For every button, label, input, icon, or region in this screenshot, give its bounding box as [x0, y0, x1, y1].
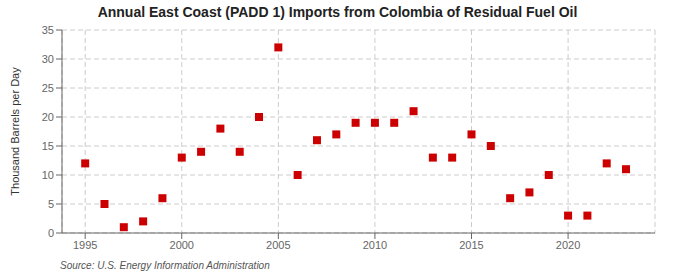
svg-text:2020: 2020 [556, 239, 580, 251]
svg-text:2010: 2010 [363, 239, 387, 251]
svg-text:2005: 2005 [266, 239, 290, 251]
svg-text:10: 10 [42, 169, 54, 181]
svg-text:2015: 2015 [459, 239, 483, 251]
svg-text:5: 5 [48, 198, 54, 210]
svg-text:35: 35 [42, 24, 54, 36]
svg-text:Thousand Barrels per Day: Thousand Barrels per Day [9, 67, 21, 196]
svg-text:0: 0 [48, 227, 54, 239]
svg-text:1995: 1995 [73, 239, 97, 251]
html-text:Source: U.S. Energy Informatio: Source: U.S. Energy Information Administ… [60, 260, 270, 271]
html-text:Annual East Coast (PADD 1) Imp: Annual East Coast (PADD 1) Imports from … [97, 4, 578, 20]
svg-text:15: 15 [42, 140, 54, 152]
svg-text:20: 20 [42, 111, 54, 123]
svg-text:30: 30 [42, 53, 54, 65]
svg-text:2000: 2000 [170, 239, 194, 251]
svg-text:25: 25 [42, 82, 54, 94]
